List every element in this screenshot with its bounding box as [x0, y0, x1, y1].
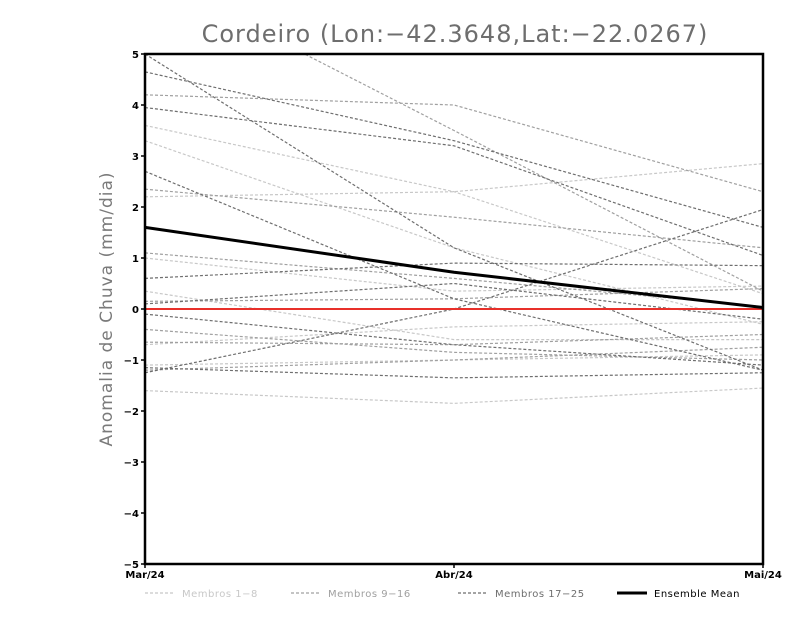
- y-tick-label: 5: [132, 50, 139, 61]
- y-tick-label: 3: [132, 152, 139, 163]
- member-series-line-19: [145, 54, 763, 371]
- y-tick-label: −1: [124, 356, 139, 367]
- legend-label-1: Membros 1−8: [182, 589, 258, 600]
- x-tick-label: Abr/24: [435, 570, 472, 581]
- x-axis-ticks: Mar/24 Abr/24 Mai/24: [125, 564, 782, 581]
- legend-label-3: Membros 17−25: [495, 589, 585, 600]
- member-series-line-13: [145, 328, 763, 361]
- member-series-line-18: [145, 106, 763, 257]
- plot-frame: [143, 52, 765, 566]
- member-series-line-8: [145, 140, 763, 325]
- y-tick-label: 0: [132, 305, 139, 316]
- y-tick-label: −4: [124, 509, 139, 520]
- y-tick-label: 1: [132, 254, 139, 265]
- member-series-line-14: [145, 288, 763, 302]
- legend-label-2: Membros 9−16: [328, 589, 411, 600]
- member-series-line-9: [145, 94, 763, 193]
- member-series-line-6: [145, 354, 763, 366]
- member-series-line-11: [145, 188, 763, 249]
- chart-title: Cordeiro (Lon:−42.3648,Lat:−22.0267): [202, 20, 709, 48]
- member-series-line-2: [145, 163, 763, 198]
- member-series-line-15: [145, 346, 763, 371]
- member-series-line-3: [145, 387, 763, 404]
- member-series-line-5: [145, 290, 763, 341]
- legend-label-4: Ensemble Mean: [654, 589, 740, 600]
- member-series-line-7: [145, 257, 763, 292]
- member-series-line-4: [145, 321, 763, 346]
- y-tick-label: −5: [124, 560, 139, 571]
- member-series-line-21: [145, 262, 763, 279]
- y-tick-label: 4: [132, 101, 139, 112]
- member-series-line-12: [145, 333, 763, 346]
- ensemble-mean-line: [144, 225, 764, 309]
- member-series-line-10: [303, 54, 763, 292]
- y-axis-label: Anomalia de Chuva (mm/dia): [97, 171, 117, 446]
- y-tick-label: 2: [132, 203, 139, 214]
- y-axis-ticks: 5 4 3 2 1 0 −1 −2 −3 −4 −5: [124, 50, 145, 571]
- chart-legend: Membros 1−8 Membros 9−16 Membros 17−25 Ense…: [145, 589, 740, 600]
- member-series-line-25: [145, 313, 763, 366]
- x-tick-label: Mar/24: [125, 570, 164, 581]
- y-tick-label: −3: [124, 458, 139, 469]
- member-series-group: [145, 54, 763, 404]
- member-series-line-23: [145, 367, 763, 379]
- member-series-line-1: [145, 124, 763, 295]
- member-series-line-17: [145, 71, 763, 228]
- x-tick-label: Mai/24: [744, 570, 782, 581]
- member-series-line-20: [145, 170, 763, 371]
- y-tick-label: −2: [124, 407, 139, 418]
- member-series-line-22: [145, 282, 763, 320]
